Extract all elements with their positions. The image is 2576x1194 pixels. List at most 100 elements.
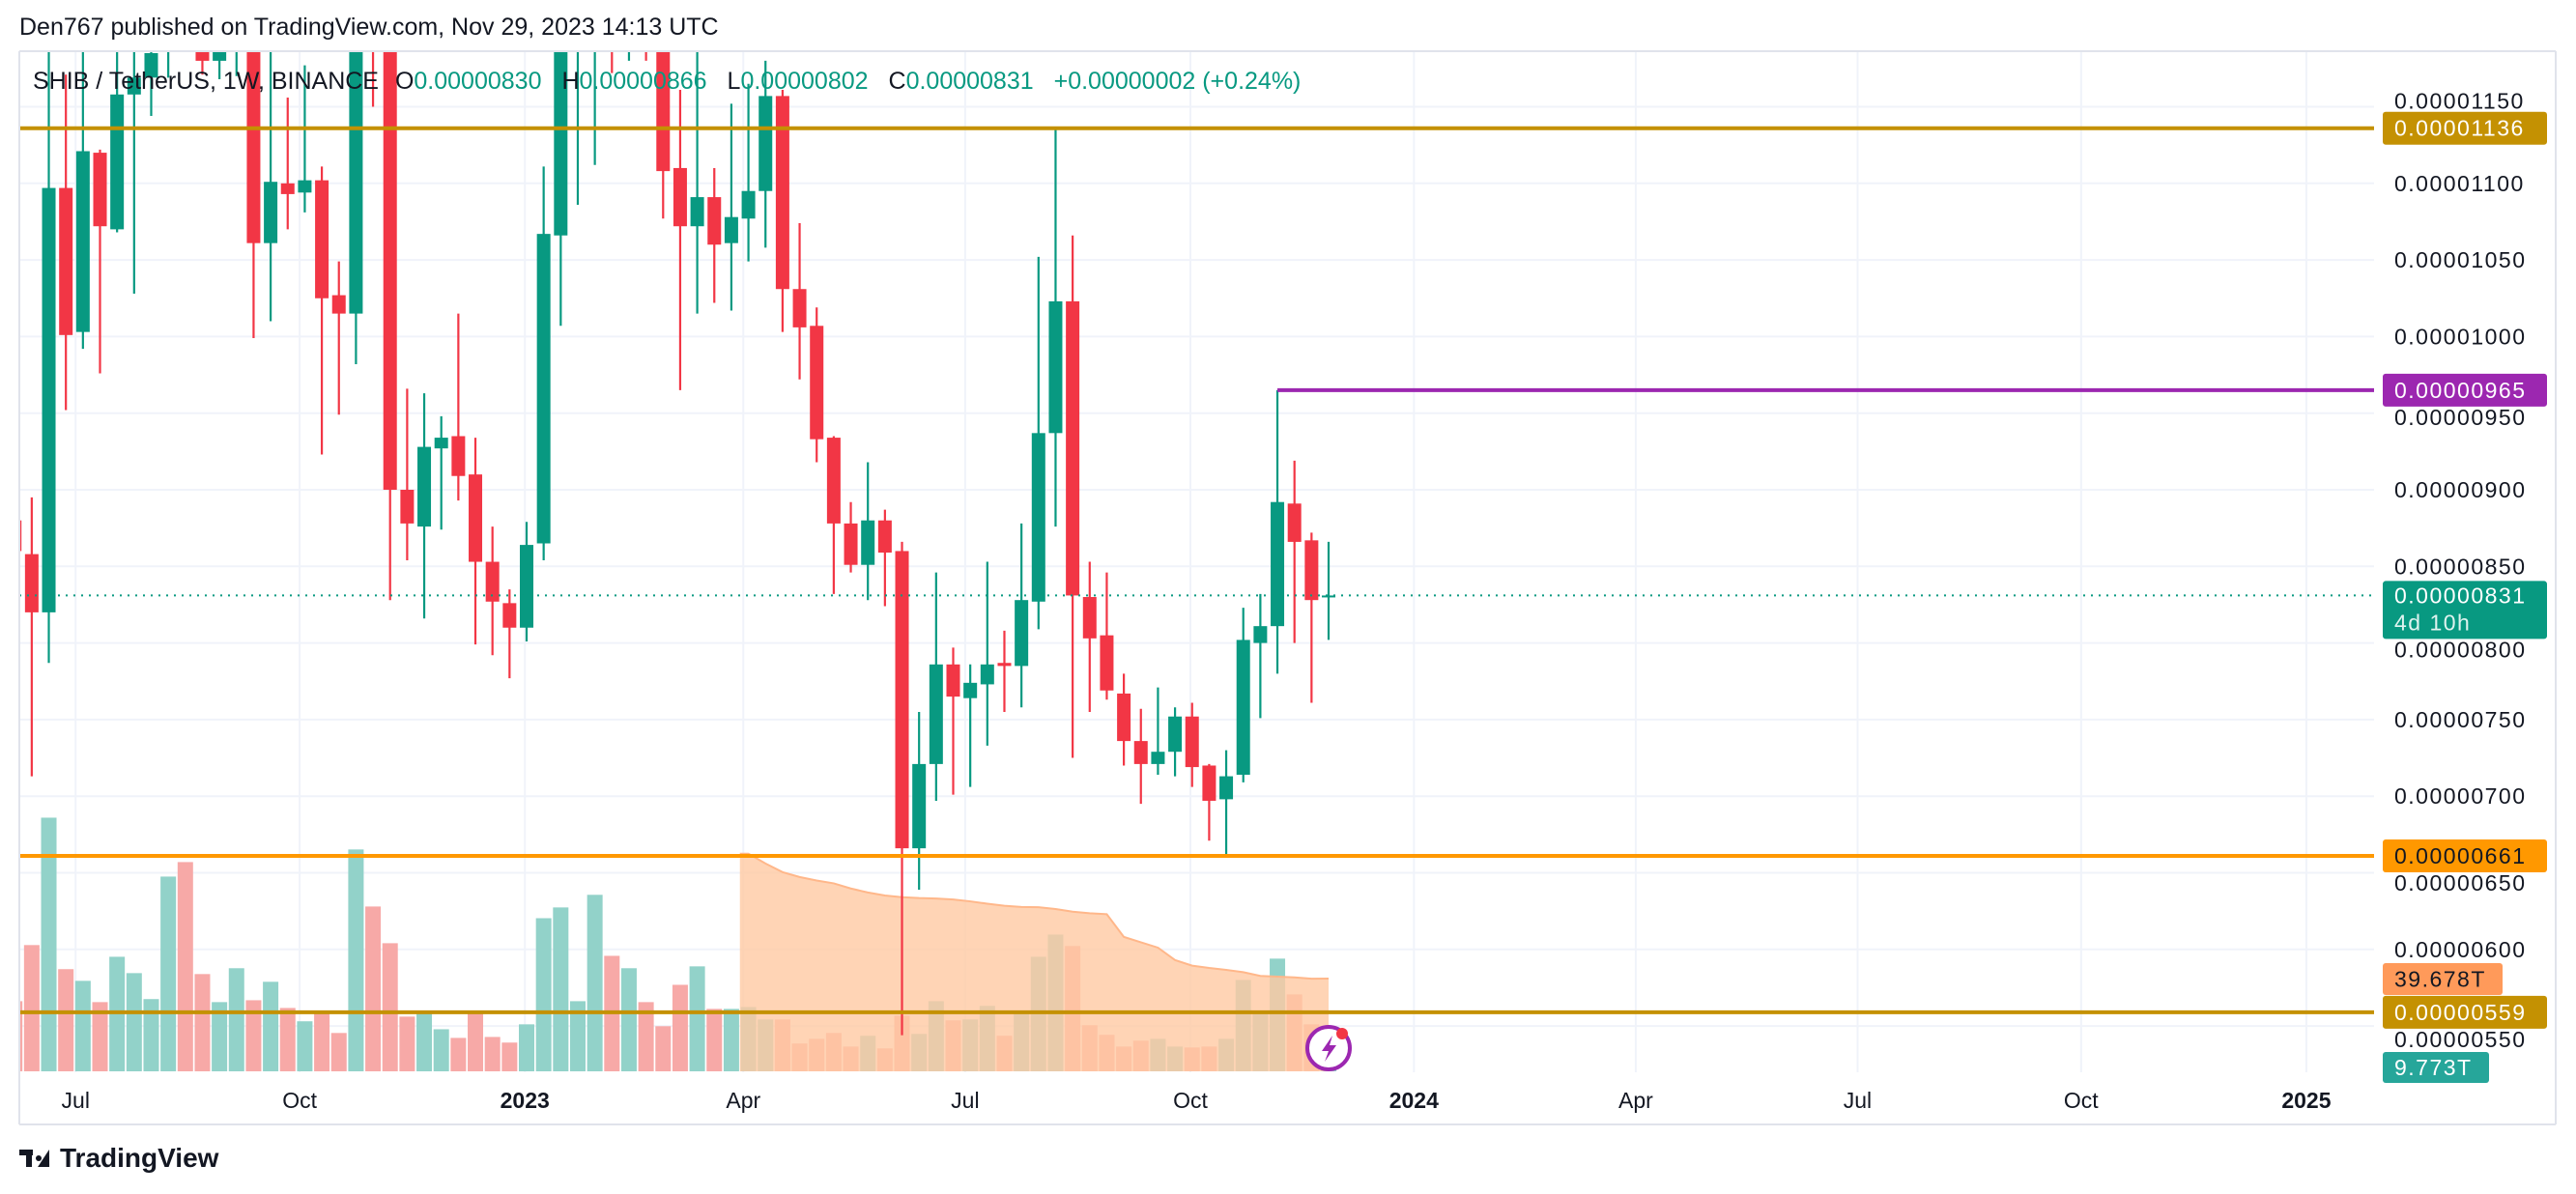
volume-bar	[160, 876, 177, 1071]
volume-bar	[689, 966, 705, 1071]
candle-body	[554, 52, 568, 236]
candle	[963, 664, 978, 787]
candle-body	[673, 167, 687, 227]
candle-body	[349, 52, 363, 314]
candle	[93, 149, 107, 374]
candle-body	[75, 151, 90, 332]
candle	[1202, 763, 1216, 841]
price-tick-label: 0.00000850	[2394, 554, 2527, 579]
candle	[1048, 129, 1063, 527]
candle	[724, 103, 738, 311]
candle-body	[707, 197, 722, 245]
level-price-label-text: 0.00000559	[2394, 1000, 2527, 1025]
candle-body	[400, 490, 415, 524]
time-tick-label: Apr	[1618, 1088, 1653, 1113]
candle	[383, 52, 397, 601]
candle	[1066, 235, 1080, 758]
candle-body	[1322, 595, 1336, 598]
volume-average-line	[739, 852, 1330, 981]
candle	[59, 74, 73, 411]
volume-bar	[58, 969, 74, 1071]
candle	[1082, 561, 1097, 712]
candle-body	[19, 520, 22, 552]
candle-body	[280, 183, 295, 194]
candle	[611, 52, 614, 73]
candle-body	[1066, 300, 1080, 596]
time-tick-label: 2025	[2281, 1088, 2331, 1113]
level-price-label[interactable]: 0.00000965	[2383, 373, 2547, 407]
change-value: +0.00000002 (+0.24%)	[1053, 68, 1302, 95]
candle-body	[213, 52, 227, 61]
candle	[1236, 608, 1250, 782]
candle-body	[758, 96, 773, 191]
price-tick-label: 0.00001150	[2394, 89, 2525, 114]
candle	[1253, 593, 1268, 719]
candle-body	[502, 603, 517, 628]
price-tick-label: 0.00000650	[2394, 870, 2527, 896]
volume-bar	[672, 984, 688, 1071]
candle	[127, 52, 141, 294]
candle-body	[485, 561, 500, 602]
candle-body	[331, 295, 346, 314]
candle-body	[1048, 300, 1063, 434]
level-price-label[interactable]: 0.00000661	[2383, 839, 2547, 873]
candle-body	[434, 438, 448, 449]
candle	[42, 52, 56, 664]
candle	[469, 438, 483, 645]
candle-body	[383, 52, 397, 490]
level-price-label-text: 0.00001136	[2394, 116, 2525, 141]
candle	[775, 90, 789, 332]
candle-body	[246, 52, 261, 243]
price-tick-label: 0.00001050	[2394, 247, 2527, 272]
candle	[349, 52, 363, 364]
candlestick-series	[19, 52, 1336, 1036]
volume-bar	[245, 1000, 262, 1071]
bar-countdown-text: 4d 10h	[2394, 610, 2471, 635]
candle-body	[536, 234, 551, 544]
level-price-label[interactable]: 0.00000559	[2383, 995, 2547, 1029]
high-key: H	[561, 68, 580, 95]
volume-bar	[279, 1008, 296, 1071]
tradingview-footer[interactable]: TradingView	[19, 1143, 218, 1174]
candle-body	[1271, 501, 1285, 627]
candle	[75, 52, 90, 350]
candle	[1185, 702, 1199, 787]
volume-average-label[interactable]: 39.678T	[2383, 963, 2503, 995]
volume-average-area	[739, 853, 1330, 1071]
candle	[167, 52, 170, 78]
lightning-icon[interactable]	[1305, 1025, 1352, 1071]
volume-bar	[535, 918, 552, 1071]
volume-bar	[399, 1016, 415, 1071]
level-price-label-bg	[2383, 839, 2547, 873]
symbol-name[interactable]: SHIB / TetherUS, 1W, BINANCE	[33, 68, 379, 95]
candle	[144, 52, 158, 117]
level-price-label-bg	[2383, 111, 2547, 145]
high-value: 0.00000866	[579, 68, 707, 95]
volume-label[interactable]: 9.773T	[2383, 1052, 2489, 1083]
time-tick-label: Oct	[2064, 1088, 2099, 1113]
candle	[280, 97, 295, 230]
candle-body	[93, 153, 107, 227]
candle	[690, 52, 704, 314]
volume-bar	[519, 1024, 534, 1071]
candle	[246, 52, 261, 338]
open-value: 0.00000830	[414, 68, 542, 95]
candle-body	[1253, 626, 1268, 643]
symbol-legend[interactable]: SHIB / TetherUS, 1W, BINANCE O0.00000830…	[33, 68, 1314, 96]
horizontal-levels[interactable]	[19, 126, 2374, 1014]
candle-body	[792, 289, 807, 327]
level-price-label-text: 0.00000965	[2394, 378, 2527, 403]
price-tick-label: 0.00000600	[2394, 937, 2527, 962]
level-price-label[interactable]: 0.00001136	[2383, 111, 2547, 145]
candle-body	[1202, 765, 1216, 801]
candle-body	[195, 52, 210, 61]
time-tick-label: Apr	[726, 1088, 760, 1113]
price-axis[interactable]: 0.00001150 0.00001100 0.00001050 0.00001000…	[2383, 89, 2547, 1083]
candle-body	[741, 190, 756, 219]
time-axis[interactable]: Jul Oct 2023 Apr Jul Oct 2024 Apr Jul Oct 2025	[62, 1088, 2332, 1113]
volume-average-label-bg	[2383, 963, 2503, 995]
volume-bar	[450, 1038, 467, 1071]
candle-body	[1151, 752, 1165, 764]
